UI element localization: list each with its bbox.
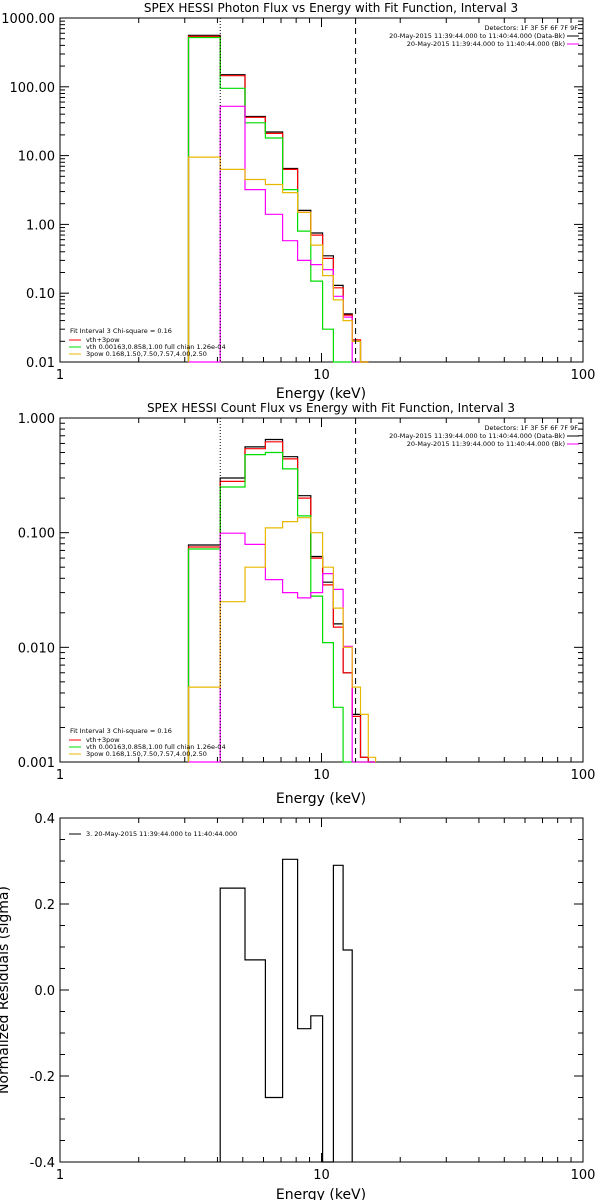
panel2-series-0-line <box>187 438 376 763</box>
panel1-series-0-line <box>187 34 369 363</box>
photon-flux-panel: SPEX HESSI Photon Flux vs Energy with Fi… <box>1 1 595 402</box>
panel1-legend-data-bk: 20-May-2015 11:39:44.000 to 11:40:44.000… <box>389 32 565 40</box>
panel2-title: SPEX HESSI Count Flux vs Energy with Fit… <box>147 401 515 415</box>
panel3-x-axis-label: Energy (keV) <box>276 1187 366 1200</box>
y-tick-label: 0.10 <box>26 287 55 302</box>
panel2-legend-total: vth+3pow <box>86 736 120 744</box>
x-tick-label: 10 <box>313 1168 330 1183</box>
y-tick-label: 0.4 <box>34 812 55 827</box>
y-tick-label: 1000.00 <box>1 12 55 27</box>
panel2-legend-3pow: 3pow 0.168,1.50,7.50,7.57,4.00,2.50 <box>86 750 207 758</box>
panel1-title: SPEX HESSI Photon Flux vs Energy with Fi… <box>144 1 518 15</box>
panel2-series-2-line <box>187 451 376 763</box>
y-tick-label: 10.00 <box>18 150 55 165</box>
panel3-series-0-line <box>219 858 353 1163</box>
panel2-legend-bk: 20-May-2015 11:39:44.000 to 11:40:44.000… <box>407 440 565 448</box>
panel1-x-axis-label: Energy (keV) <box>276 386 366 402</box>
y-tick-label: 1.000 <box>18 412 55 427</box>
panel2-fit-label: Fit Interval 3 Chi-square = 0.16 <box>70 727 172 735</box>
panel2-frame <box>59 417 584 763</box>
y-tick-label: -0.2 <box>30 1070 55 1085</box>
panel1-series-4-line <box>187 156 369 363</box>
panel2-legend-vth: vth 0.00163,0.858,1.00 full chian 1.26e-… <box>86 743 226 751</box>
panel2-series-4-line <box>187 517 377 762</box>
x-tick-label: 1 <box>56 1168 64 1183</box>
y-tick-label: -0.4 <box>30 1156 55 1171</box>
y-tick-label: 1.00 <box>26 218 55 233</box>
y-tick-label: 0.010 <box>18 641 55 656</box>
panel1-detectors-label: Detectors: 1F 3F 5F 6F 7F 9F <box>484 24 578 32</box>
y-tick-label: 0.0 <box>34 984 55 999</box>
x-tick-label: 100 <box>571 768 596 783</box>
y-tick-label: 0.100 <box>18 527 55 542</box>
y-tick-label: 0.01 <box>26 356 55 371</box>
y-tick-label: 100.00 <box>10 81 56 96</box>
panel3-y-axis-label: Normalized Residuals (sigma) <box>0 886 12 1094</box>
residuals-panel: 1 10 100 -0.4 -0.2 0.0 0.2 0.4 3. 20-May-2015 1… <box>0 812 595 1200</box>
panel2-series-1-line <box>187 441 376 763</box>
count-flux-panel: SPEX HESSI Count Flux vs Energy with Fit… <box>18 401 596 807</box>
x-tick-label: 10 <box>313 768 330 783</box>
panel1-series-2-line <box>187 36 369 363</box>
panel1-legend-bk: 20-May-2015 11:39:44.000 to 11:40:44.000… <box>407 40 565 48</box>
x-tick-label: 100 <box>571 1168 596 1183</box>
panel3-legend: 3. 20-May-2015 11:39:44.000 to 11:40:44.… <box>86 830 237 838</box>
panel1-series-3-line <box>188 105 369 363</box>
panel1-series-1-line <box>187 35 369 363</box>
panel3-frame <box>59 817 584 1163</box>
x-tick-label: 1 <box>56 768 64 783</box>
panel2-x-axis-label: Energy (keV) <box>276 791 366 807</box>
panel1-legend-vth: vth 0.00163,0.858,1.00 full chian 1.26e-… <box>86 343 226 351</box>
panel1-legend-3pow: 3pow 0.168,1.50,7.50,7.57,4.00,2.50 <box>86 350 207 358</box>
y-tick-label: 0.001 <box>18 756 55 771</box>
panel1-fit-label: Fit Interval 3 Chi-square = 0.16 <box>70 327 172 335</box>
panel1-legend-total: vth+3pow <box>86 336 120 344</box>
panel2-detectors-label: Detectors: 1F 3F 5F 6F 7F 9F <box>484 424 578 432</box>
x-tick-label: 100 <box>571 368 596 383</box>
y-tick-label: 0.2 <box>34 898 55 913</box>
panel2-legend-data-bk: 20-May-2015 11:39:44.000 to 11:40:44.000… <box>389 432 565 440</box>
panel1-frame <box>59 17 584 363</box>
x-tick-label: 10 <box>313 368 330 383</box>
x-tick-label: 1 <box>56 368 64 383</box>
